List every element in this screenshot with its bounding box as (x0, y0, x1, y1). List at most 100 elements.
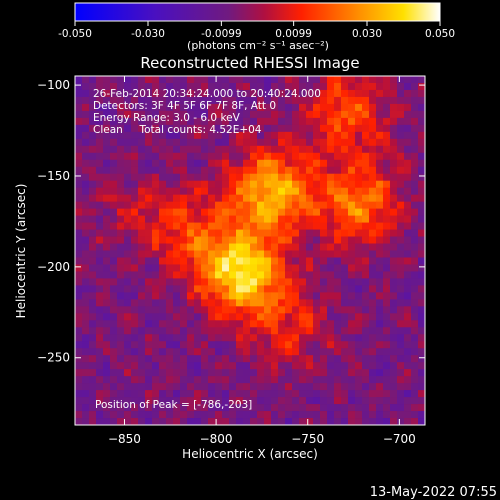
heatmap-cell (390, 285, 398, 293)
heatmap-cell (411, 243, 419, 251)
heatmap-cell (229, 82, 237, 91)
heatmap-cell (103, 124, 111, 133)
heatmap-cell (173, 285, 181, 293)
heatmap-cell (278, 187, 286, 196)
heatmap-cell (327, 313, 335, 321)
heatmap-cell (208, 110, 216, 119)
heatmap-cell (299, 194, 307, 203)
heatmap-cell (250, 117, 258, 126)
heatmap-cell (271, 369, 279, 377)
heatmap-cell (229, 201, 237, 210)
heatmap-cell (166, 124, 174, 133)
heatmap-cell (89, 152, 97, 161)
heatmap-cell (75, 166, 83, 175)
heatmap-cell (110, 313, 118, 321)
heatmap-cell (75, 257, 83, 265)
heatmap-cell (75, 215, 83, 223)
heatmap-cell (292, 341, 300, 349)
heatmap-cell (404, 82, 412, 91)
heatmap-cell (103, 327, 111, 335)
heatmap-cell (187, 82, 195, 91)
heatmap-cell (159, 264, 167, 272)
heatmap-cell (159, 285, 167, 293)
heatmap-cell (215, 215, 223, 223)
heatmap-cell (411, 201, 419, 210)
heatmap-cell (306, 166, 314, 175)
colorbar-gradient (74, 2, 441, 22)
heatmap-cell (117, 327, 125, 335)
heatmap-cell (166, 96, 174, 105)
heatmap-cell (243, 341, 251, 349)
heatmap-cell (166, 166, 174, 175)
heatmap-cell (222, 208, 230, 216)
heatmap-cell (145, 82, 153, 91)
heatmap-cell (75, 271, 83, 279)
heatmap-cell (117, 187, 125, 196)
heatmap-cell (285, 208, 293, 216)
heatmap-cell (194, 96, 202, 105)
heatmap-cell (320, 292, 328, 300)
heatmap-cell (320, 110, 328, 119)
heatmap-cell (341, 327, 349, 335)
heatmap-cell (103, 173, 111, 182)
heatmap-cell (180, 264, 188, 272)
heatmap-cell (145, 152, 153, 161)
heatmap-cell (250, 89, 258, 98)
heatmap-cell (355, 320, 363, 328)
heatmap-cell (173, 341, 181, 349)
heatmap-cell (75, 145, 83, 154)
heatmap-cell (194, 348, 202, 356)
heatmap-cell (334, 320, 342, 328)
heatmap-cell (397, 292, 405, 300)
heatmap-cell (278, 250, 286, 258)
heatmap-cell (411, 173, 419, 182)
heatmap-cell (327, 383, 335, 391)
heatmap-cell (292, 215, 300, 223)
heatmap-cell (264, 124, 272, 133)
heatmap-cell (404, 313, 412, 321)
heatmap-cell (110, 355, 118, 363)
heatmap-cell (355, 411, 363, 419)
heatmap-cell (103, 96, 111, 105)
heatmap-cell (236, 278, 244, 286)
heatmap-cell (173, 320, 181, 328)
heatmap-cell (166, 103, 174, 112)
heatmap-cell (299, 327, 307, 335)
heatmap-cell (285, 271, 293, 279)
heatmap-cell (89, 103, 97, 112)
heatmap-cell (278, 355, 286, 363)
heatmap-cell (341, 271, 349, 279)
heatmap-cell (250, 76, 258, 84)
heatmap-cell (180, 194, 188, 203)
heatmap-cell (369, 138, 377, 147)
heatmap-cell (250, 257, 258, 265)
heatmap-cell (278, 82, 286, 91)
heatmap-cell (320, 187, 328, 196)
heatmap-cell (194, 285, 202, 293)
heatmap-cell (285, 306, 293, 314)
heatmap-cell (327, 215, 335, 223)
heatmap-cell (187, 145, 195, 154)
heatmap-cell (208, 292, 216, 300)
heatmap-cell (362, 397, 370, 405)
heatmap-cell (299, 103, 307, 112)
heatmap-cell (82, 124, 90, 133)
heatmap-cell (243, 96, 251, 105)
heatmap-cell (82, 138, 90, 147)
heatmap-cell (278, 327, 286, 335)
heatmap-cell (187, 341, 195, 349)
heatmap-cell (390, 159, 398, 168)
heatmap-cell (131, 229, 139, 237)
heatmap-cell (166, 222, 174, 230)
heatmap-cell (320, 285, 328, 293)
heatmap-cell (124, 285, 132, 293)
heatmap-cell (376, 117, 384, 126)
heatmap-cell (313, 376, 321, 384)
heatmap-cell (327, 334, 335, 342)
heatmap-cell (89, 411, 97, 419)
heatmap-cell (257, 348, 265, 356)
heatmap-cell (222, 194, 230, 203)
heatmap-cell (187, 215, 195, 223)
heatmap-cell (313, 103, 321, 112)
heatmap-cell (250, 362, 258, 370)
